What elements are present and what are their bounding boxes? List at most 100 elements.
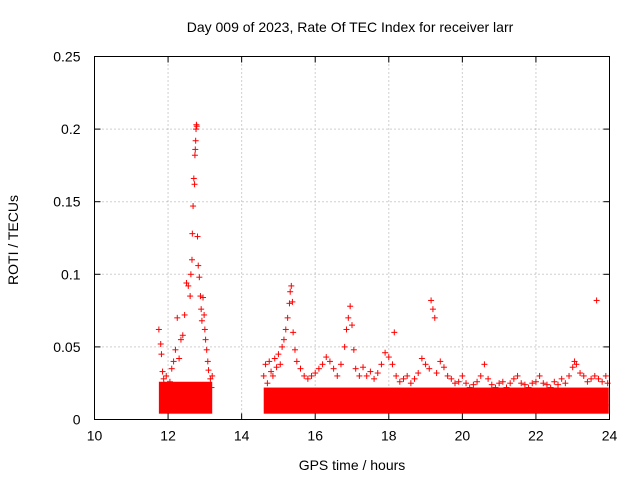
axis-ticks: 10 12 14 16 18 20 22 24 0 0.05 0.1 0.15 0.2 0.25 [53, 49, 617, 444]
data-point [411, 375, 418, 382]
data-point [183, 387, 190, 394]
data-point [555, 381, 561, 388]
data-point [268, 368, 275, 375]
x-tick-label: 24 [602, 428, 618, 444]
data-point [161, 381, 168, 388]
data-point [279, 343, 286, 350]
data-point [477, 399, 484, 406]
data-point [189, 230, 196, 237]
data-point [543, 381, 550, 388]
data-point [187, 293, 194, 300]
data-point [312, 396, 319, 403]
data-point [521, 381, 528, 388]
data-point [393, 372, 400, 379]
data-point [269, 372, 276, 379]
data-point [205, 367, 212, 374]
data-point [196, 274, 203, 281]
data-point [264, 399, 271, 406]
data-point [260, 372, 267, 379]
data-point [286, 300, 293, 307]
data-point [382, 349, 389, 356]
data-point [363, 372, 370, 379]
data-point [273, 364, 280, 371]
data-point [326, 358, 333, 365]
data-point [205, 396, 212, 403]
data-point [208, 384, 215, 391]
data-point [558, 375, 565, 382]
data-point [507, 380, 514, 387]
data-point [532, 399, 539, 406]
grid-lines [94, 56, 610, 420]
data-point [262, 361, 269, 368]
y-tick-label: 0.05 [53, 339, 80, 355]
data-point [192, 137, 199, 144]
data-point [176, 355, 183, 362]
y-tick-label: 0.1 [61, 266, 81, 282]
data-point [163, 372, 170, 379]
data-point [192, 146, 199, 153]
data-point [349, 322, 355, 329]
data-point [459, 401, 466, 408]
data-point [540, 380, 547, 387]
data-point [280, 336, 287, 343]
dense-band [263, 387, 609, 414]
data-point [198, 306, 205, 313]
data-point [584, 378, 591, 385]
data-point [536, 372, 543, 379]
x-tick-label: 18 [381, 428, 397, 444]
data-point [290, 329, 297, 336]
data-point [547, 384, 554, 391]
data-point [191, 152, 198, 159]
data-points [155, 121, 611, 408]
data-point [187, 271, 194, 278]
data-point [496, 380, 503, 387]
data-point [194, 384, 201, 391]
data-point [529, 380, 536, 387]
data-point [455, 378, 462, 385]
data-point [514, 400, 521, 407]
data-point [341, 343, 348, 350]
data-point [492, 384, 499, 391]
data-point [452, 380, 458, 387]
data-point [573, 361, 580, 368]
data-point [190, 175, 197, 182]
data-point [188, 256, 195, 263]
data-point [301, 372, 308, 379]
y-tick-label: 0.15 [53, 194, 80, 210]
data-point [389, 361, 396, 368]
data-point [195, 262, 202, 269]
data-point [496, 401, 503, 408]
y-tick-label: 0.25 [53, 49, 80, 65]
data-point [160, 375, 167, 382]
data-point [431, 314, 438, 321]
x-tick-label: 20 [455, 428, 471, 444]
data-point [204, 358, 211, 365]
data-point [595, 375, 602, 382]
data-point [566, 372, 573, 379]
data-point [202, 336, 209, 343]
data-point [588, 375, 595, 382]
data-point [168, 365, 175, 372]
data-point [463, 380, 470, 387]
data-point [172, 390, 179, 397]
data-point [155, 326, 162, 333]
data-point [337, 361, 344, 368]
data-point [293, 399, 300, 406]
data-point [391, 329, 398, 336]
data-point [378, 361, 385, 368]
data-point [163, 394, 170, 401]
data-point [551, 378, 558, 385]
data-point [577, 370, 584, 377]
data-point [485, 375, 492, 382]
data-point [288, 282, 295, 289]
data-point [466, 384, 473, 391]
data-point [525, 384, 532, 391]
data-point [177, 396, 184, 403]
data-point [518, 380, 525, 387]
data-point [282, 326, 289, 333]
data-point [418, 355, 425, 362]
data-point [330, 365, 337, 372]
data-point [345, 314, 352, 321]
data-point [356, 372, 363, 379]
data-point [159, 399, 166, 406]
